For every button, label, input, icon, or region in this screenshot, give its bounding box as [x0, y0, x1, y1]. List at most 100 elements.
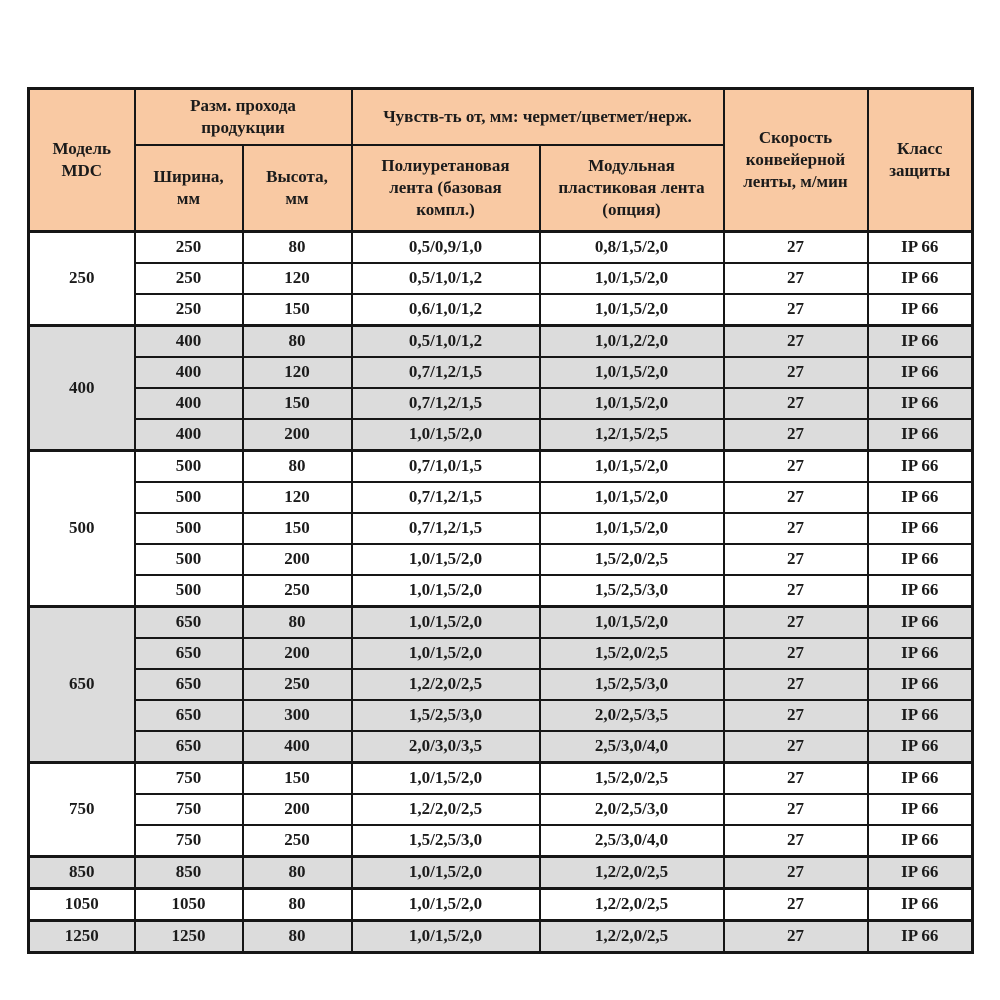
cell-pu-belt: 1,0/1,5/2,0	[350, 637, 541, 670]
cell-speed: 27	[722, 543, 869, 576]
cell-width: 250	[133, 230, 244, 264]
cell-modular-belt: 2,0/2,5/3,5	[538, 699, 725, 732]
cell-height: 80	[241, 230, 353, 264]
cell-width: 500	[133, 543, 244, 576]
cell-modular-belt: 1,5/2,0/2,5	[538, 761, 725, 795]
cell-pu-belt: 0,7/1,0/1,5	[350, 449, 541, 483]
cell-speed: 27	[722, 324, 869, 358]
cell-modular-belt: 1,0/1,5/2,0	[538, 512, 725, 545]
cell-model: 750	[27, 761, 136, 858]
cell-pu-belt: 0,7/1,2/1,5	[350, 387, 541, 420]
header-width: Ширина, мм	[133, 144, 244, 233]
cell-pu-belt: 1,2/2,0/2,5	[350, 793, 541, 826]
cell-width: 850	[133, 855, 244, 890]
cell-pu-belt: 0,6/1,0/1,2	[350, 293, 541, 327]
cell-model: 650	[27, 605, 136, 764]
table-row: 850 850 80 1,0/1,5/2,0 1,2/2,0/2,5 27 IP 66	[27, 855, 974, 890]
cell-height: 300	[241, 699, 353, 732]
cell-pu-belt: 0,5/0,9/1,0	[350, 230, 541, 264]
cell-height: 150	[241, 387, 353, 420]
table-row: 1250 1250 80 1,0/1,5/2,0 1,2/2,0/2,5 27 IP 66	[27, 919, 974, 954]
cell-speed: 27	[722, 574, 869, 608]
cell-speed: 27	[722, 293, 869, 327]
cell-width: 650	[133, 699, 244, 732]
cell-modular-belt: 1,2/2,0/2,5	[538, 855, 725, 890]
cell-height: 150	[241, 293, 353, 327]
cell-width: 400	[133, 356, 244, 389]
cell-height: 80	[241, 919, 353, 954]
cell-speed: 27	[722, 605, 869, 639]
mdc-spec-table: Модель MDC Разм. прохода продукции Чувст…	[27, 87, 974, 954]
cell-pu-belt: 1,0/1,5/2,0	[350, 919, 541, 954]
table-row: 250 250 80 0,5/0,9/1,0 0,8/1,5/2,0 27 IP 66	[27, 230, 974, 327]
cell-pu-belt: 1,0/1,5/2,0	[350, 855, 541, 890]
cell-protection: IP 66	[866, 855, 974, 890]
cell-speed: 27	[722, 699, 869, 732]
cell-speed: 27	[722, 824, 869, 858]
header-speed: Скорость конвейерной ленты, м/мин	[722, 87, 869, 233]
cell-width: 1050	[133, 887, 244, 922]
cell-protection: IP 66	[866, 293, 974, 327]
header-pass-size: Разм. прохода продукции	[133, 87, 353, 146]
cell-model: 250	[27, 230, 136, 327]
table-row: 750 750 150 1,0/1,5/2,0 1,5/2,0/2,5 27 IP 66	[27, 761, 974, 858]
cell-width: 500	[133, 512, 244, 545]
cell-speed: 27	[722, 637, 869, 670]
table-row: 400 400 80 0,5/1,0/1,2 1,0/1,2/2,0 27 IP 66	[27, 324, 974, 452]
cell-width: 400	[133, 387, 244, 420]
cell-width: 500	[133, 481, 244, 514]
cell-protection: IP 66	[866, 574, 974, 608]
cell-modular-belt: 1,5/2,0/2,5	[538, 637, 725, 670]
cell-speed: 27	[722, 668, 869, 701]
cell-speed: 27	[722, 262, 869, 295]
cell-speed: 27	[722, 730, 869, 764]
cell-speed: 27	[722, 761, 869, 795]
cell-height: 250	[241, 824, 353, 858]
cell-speed: 27	[722, 887, 869, 922]
cell-protection: IP 66	[866, 230, 974, 264]
cell-pu-belt: 0,7/1,2/1,5	[350, 356, 541, 389]
cell-height: 150	[241, 761, 353, 795]
cell-height: 80	[241, 605, 353, 639]
cell-protection: IP 66	[866, 699, 974, 732]
table-row: 650 400 2,0/3,0/3,5 2,5/3,0/4,0 27 IP 66	[29, 730, 974, 764]
cell-modular-belt: 1,0/1,2/2,0	[538, 324, 725, 358]
cell-height: 80	[241, 855, 353, 890]
table-row: 500 150 0,7/1,2/1,5 1,0/1,5/2,0 27 IP 66	[29, 512, 974, 545]
cell-height: 200	[241, 418, 353, 452]
cell-speed: 27	[722, 919, 869, 954]
table-body: 250 250 80 0,5/0,9/1,0 0,8/1,5/2,0 27 IP 66 250…	[27, 230, 974, 954]
cell-width: 650	[133, 605, 244, 639]
table-row: 250 150 0,6/1,0/1,2 1,0/1,5/2,0 27 IP 66	[29, 293, 974, 327]
header-row-2: Ширина, мм Высота, мм Полиуретановая лен…	[29, 144, 973, 233]
cell-height: 120	[241, 356, 353, 389]
cell-modular-belt: 1,5/2,5/3,0	[538, 574, 725, 608]
cell-model: 500	[27, 449, 136, 608]
cell-speed: 27	[722, 356, 869, 389]
cell-speed: 27	[722, 793, 869, 826]
cell-pu-belt: 0,7/1,2/1,5	[350, 481, 541, 514]
cell-pu-belt: 1,5/2,5/3,0	[350, 824, 541, 858]
cell-height: 400	[241, 730, 353, 764]
cell-protection: IP 66	[866, 761, 974, 795]
cell-modular-belt: 1,5/2,0/2,5	[538, 543, 725, 576]
cell-pu-belt: 1,0/1,5/2,0	[350, 574, 541, 608]
cell-modular-belt: 1,0/1,5/2,0	[538, 356, 725, 389]
table-row: 650 250 1,2/2,0/2,5 1,5/2,5/3,0 27 IP 66	[29, 668, 974, 701]
cell-protection: IP 66	[866, 637, 974, 670]
cell-modular-belt: 1,0/1,5/2,0	[538, 293, 725, 327]
cell-width: 1250	[133, 919, 244, 954]
table-row: 400 150 0,7/1,2/1,5 1,0/1,5/2,0 27 IP 66	[29, 387, 974, 420]
header-model: Модель MDC	[27, 87, 136, 233]
cell-pu-belt: 0,7/1,2/1,5	[350, 512, 541, 545]
cell-pu-belt: 0,5/1,0/1,2	[350, 324, 541, 358]
cell-height: 150	[241, 512, 353, 545]
header-row-1: Модель MDC Разм. прохода продукции Чувст…	[27, 87, 974, 233]
cell-speed: 27	[722, 512, 869, 545]
table-row: 400 200 1,0/1,5/2,0 1,2/1,5/2,5 27 IP 66	[29, 418, 974, 452]
cell-height: 80	[241, 449, 353, 483]
cell-modular-belt: 1,2/2,0/2,5	[538, 919, 725, 954]
table-row: 500 250 1,0/1,5/2,0 1,5/2,5/3,0 27 IP 66	[29, 574, 974, 608]
cell-modular-belt: 1,2/2,0/2,5	[538, 887, 725, 922]
cell-modular-belt: 1,5/2,5/3,0	[538, 668, 725, 701]
